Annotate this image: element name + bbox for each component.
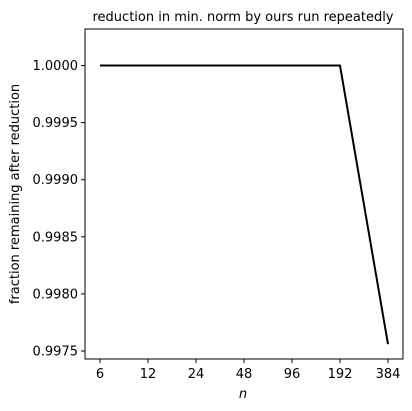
x-tick-label: 48 [236,367,253,382]
plot-frame [84,28,404,360]
y-axis: 0.9975 0.9980 0.9985 0.9990 0.9995 1.0000 [33,59,85,360]
x-tick-label: 6 [96,367,104,382]
x-tick-label: 12 [140,367,157,382]
x-tick-label: 192 [328,367,353,382]
y-tick-label: 0.9995 [33,116,79,131]
y-tick-label: 0.9980 [33,287,79,302]
y-tick-label: 0.9975 [33,345,79,360]
y-tick-label: 0.9990 [33,173,79,188]
chart-title: reduction in min. norm by ours run repea… [93,10,394,25]
x-tick-label: 24 [188,367,205,382]
y-axis-label: fraction remaining after reduction [8,84,23,304]
y-tick-label: 1.0000 [33,59,79,74]
series-line [100,64,389,345]
x-tick-label: 384 [376,367,401,382]
y-tick-label: 0.9985 [33,230,79,245]
x-axis: 6 12 24 48 96 192 384 [96,359,401,382]
x-axis-label: n [239,387,247,402]
series-layer [100,64,389,345]
x-tick-label: 96 [284,367,301,382]
